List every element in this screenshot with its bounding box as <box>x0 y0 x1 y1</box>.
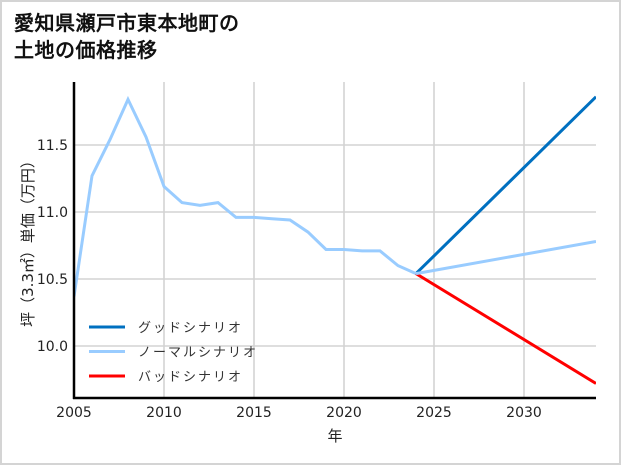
y-axis-ticks: 10.0 10.5 11.0 11.5 <box>37 138 68 355</box>
gridlines <box>74 82 596 398</box>
series-line <box>414 95 596 275</box>
chart-title: 愛知県瀬戸市東本地町の 土地の価格推移 <box>14 10 240 64</box>
legend-label: バッドシナリオ <box>138 370 243 385</box>
legend-label: グッドシナリオ <box>138 321 243 336</box>
series-line <box>415 240 596 276</box>
chart-title-line2: 土地の価格推移 <box>14 38 158 62</box>
series-line <box>74 95 417 297</box>
data-lines <box>74 95 596 385</box>
x-tick-label: 2015 <box>236 405 272 421</box>
x-axis-label: 年 <box>327 427 342 445</box>
y-tick-label: 11.5 <box>37 138 68 154</box>
x-tick-label: 2030 <box>506 405 542 421</box>
legend-label: ノーマルシナリオ <box>138 346 258 361</box>
x-axis-ticks: 2005 2010 2015 2020 2025 2030 <box>56 405 542 421</box>
y-tick-label: 10.5 <box>37 272 68 288</box>
y-axis-label: 坪（3.3㎡）単価（万円） <box>19 153 37 327</box>
x-tick-label: 2020 <box>326 405 362 421</box>
series-line <box>415 272 596 385</box>
y-tick-label: 10.0 <box>37 339 68 355</box>
x-tick-label: 2025 <box>416 405 452 421</box>
chart-title-line1: 愛知県瀬戸市東本地町の <box>14 11 240 35</box>
y-tick-label: 11.0 <box>37 205 68 221</box>
x-tick-label: 2005 <box>56 405 92 421</box>
axes <box>72 82 596 400</box>
x-tick-label: 2010 <box>146 405 182 421</box>
